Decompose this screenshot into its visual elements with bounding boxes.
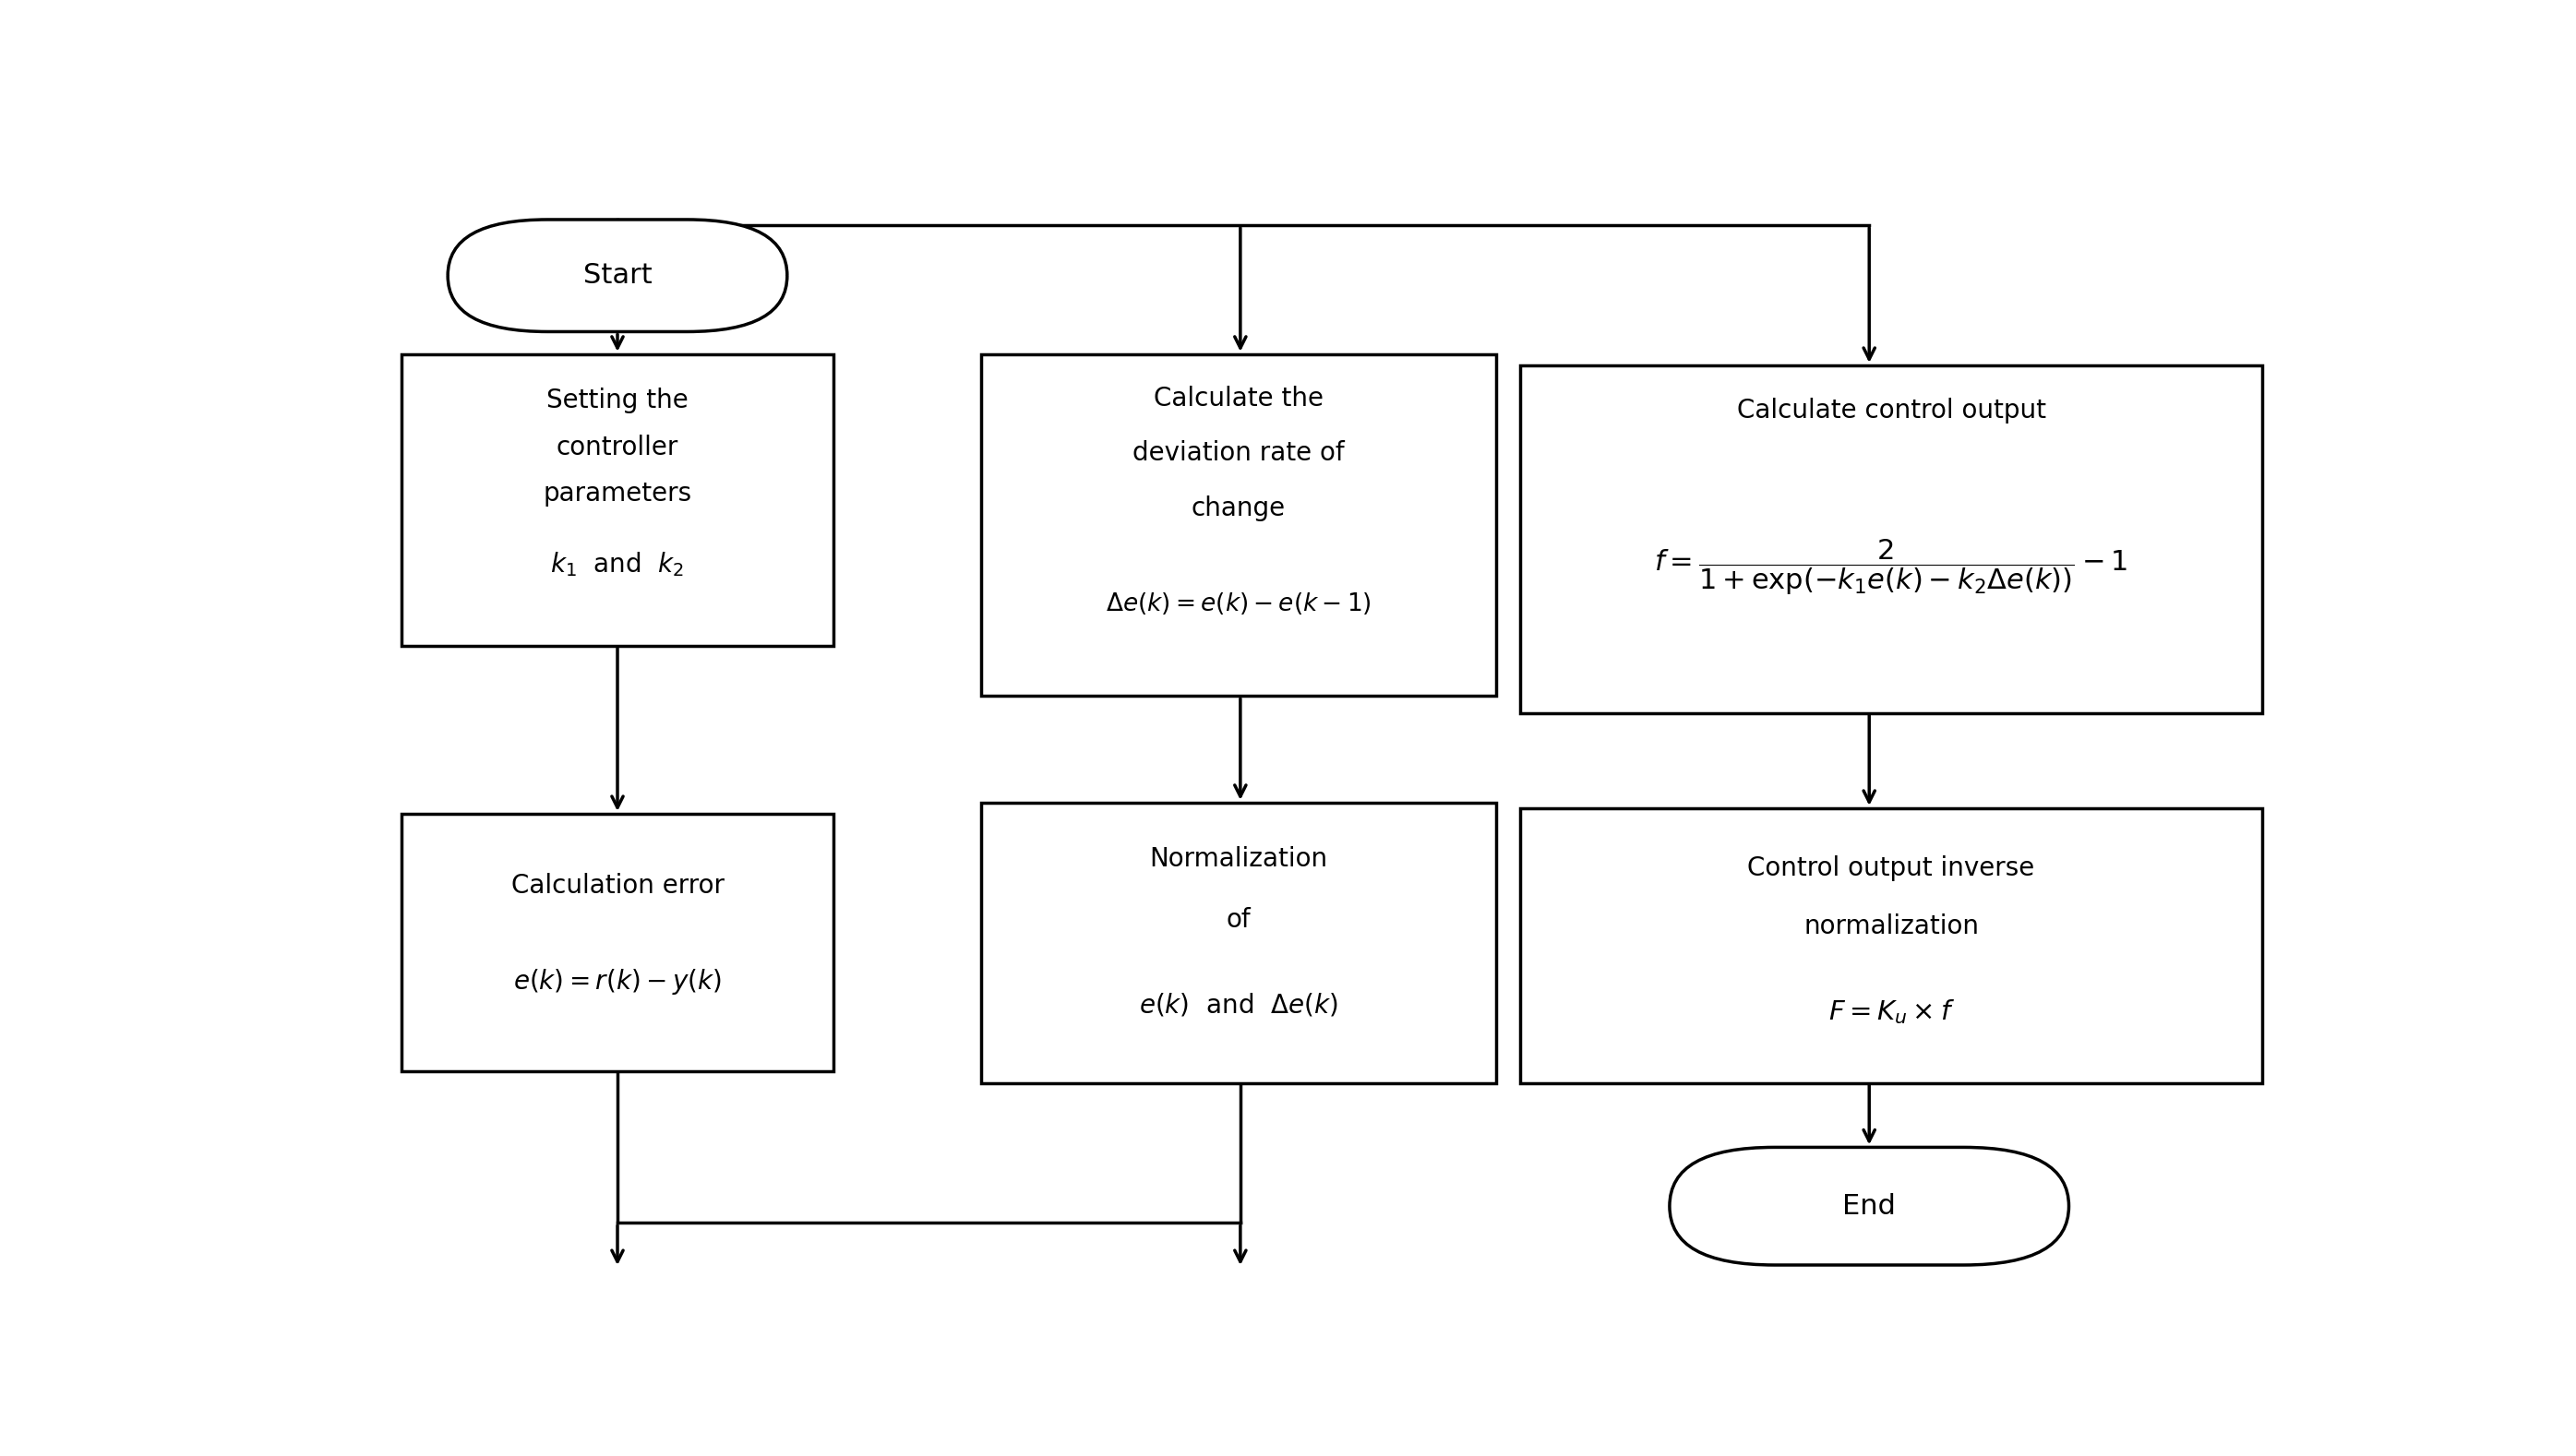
FancyBboxPatch shape: [448, 220, 788, 332]
Text: End: End: [1842, 1192, 1896, 1220]
Text: Start: Start: [582, 262, 652, 288]
Text: normalization: normalization: [1803, 913, 1978, 939]
Bar: [981, 802, 1497, 1083]
Text: Calculate the: Calculate the: [1154, 386, 1324, 412]
Text: Control output inverse: Control output inverse: [1747, 856, 2035, 881]
Text: Normalization: Normalization: [1149, 846, 1327, 872]
Bar: [402, 354, 832, 645]
Text: $k_1$  and  $k_2$: $k_1$ and $k_2$: [551, 550, 685, 578]
Text: parameters: parameters: [544, 480, 693, 507]
Text: $e(k)$  and  $\Delta e(k)$: $e(k)$ and $\Delta e(k)$: [1139, 992, 1337, 1018]
Text: $f = \dfrac{2}{1+\exp(-k_1 e(k) - k_2 \Delta e(k))} - 1$: $f = \dfrac{2}{1+\exp(-k_1 e(k) - k_2 \D…: [1654, 537, 2128, 597]
FancyBboxPatch shape: [1669, 1147, 2069, 1265]
Text: deviation rate of: deviation rate of: [1133, 440, 1345, 466]
Text: Calculate control output: Calculate control output: [1736, 397, 2045, 424]
Text: Calculation error: Calculation error: [510, 874, 724, 898]
Bar: [402, 814, 832, 1072]
Text: $F = K_u \times f$: $F = K_u \times f$: [1829, 997, 1955, 1025]
Bar: [981, 354, 1497, 696]
Text: of: of: [1226, 907, 1249, 933]
Text: $\Delta e(k) = e(k) - e(k-1)$: $\Delta e(k) = e(k) - e(k-1)$: [1105, 591, 1370, 617]
Text: change: change: [1190, 495, 1285, 521]
Bar: [1520, 808, 2262, 1083]
Text: $e(k) = r(k) - y(k)$: $e(k) = r(k) - y(k)$: [513, 967, 721, 996]
Text: controller: controller: [556, 434, 677, 460]
Text: Setting the: Setting the: [546, 387, 688, 414]
Bar: [1520, 365, 2262, 713]
